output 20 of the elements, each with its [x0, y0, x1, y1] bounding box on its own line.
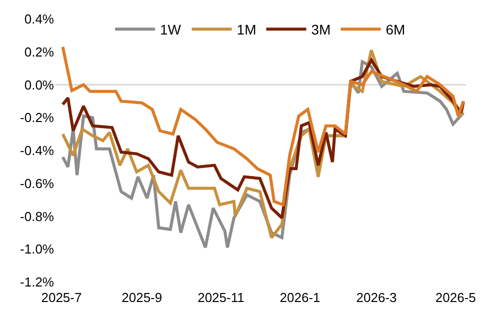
x-tick-label: 2026-5	[435, 290, 476, 305]
x-tick-label: 2025-11	[198, 290, 244, 305]
y-tick-label: -1.0%	[20, 242, 54, 257]
x-tick-label: 2026-1	[280, 290, 320, 305]
legend-label: 3M	[311, 22, 331, 38]
y-tick-label: -1.2%	[20, 274, 54, 290]
legend-label: 1M	[236, 22, 256, 38]
legend-label: 1W	[160, 22, 182, 38]
y-tick-label: 0.4%	[24, 12, 54, 27]
x-tick-label: 2025-9	[122, 290, 162, 305]
y-tick-label: -0.2%	[20, 110, 54, 126]
x-tick-label: 2026-3	[356, 290, 397, 305]
y-tick-label: -0.6%	[20, 176, 54, 191]
line-series	[61, 45, 465, 206]
y-tick-label: 0.0%	[24, 77, 54, 92]
y-tick-label: -0.4%	[20, 143, 54, 158]
y-tick-label: -0.8%	[20, 208, 54, 224]
y-tick-label: 0.2%	[24, 44, 54, 60]
x-tick-label: 2025-7	[41, 290, 82, 305]
legend-label: 6M	[386, 22, 406, 38]
